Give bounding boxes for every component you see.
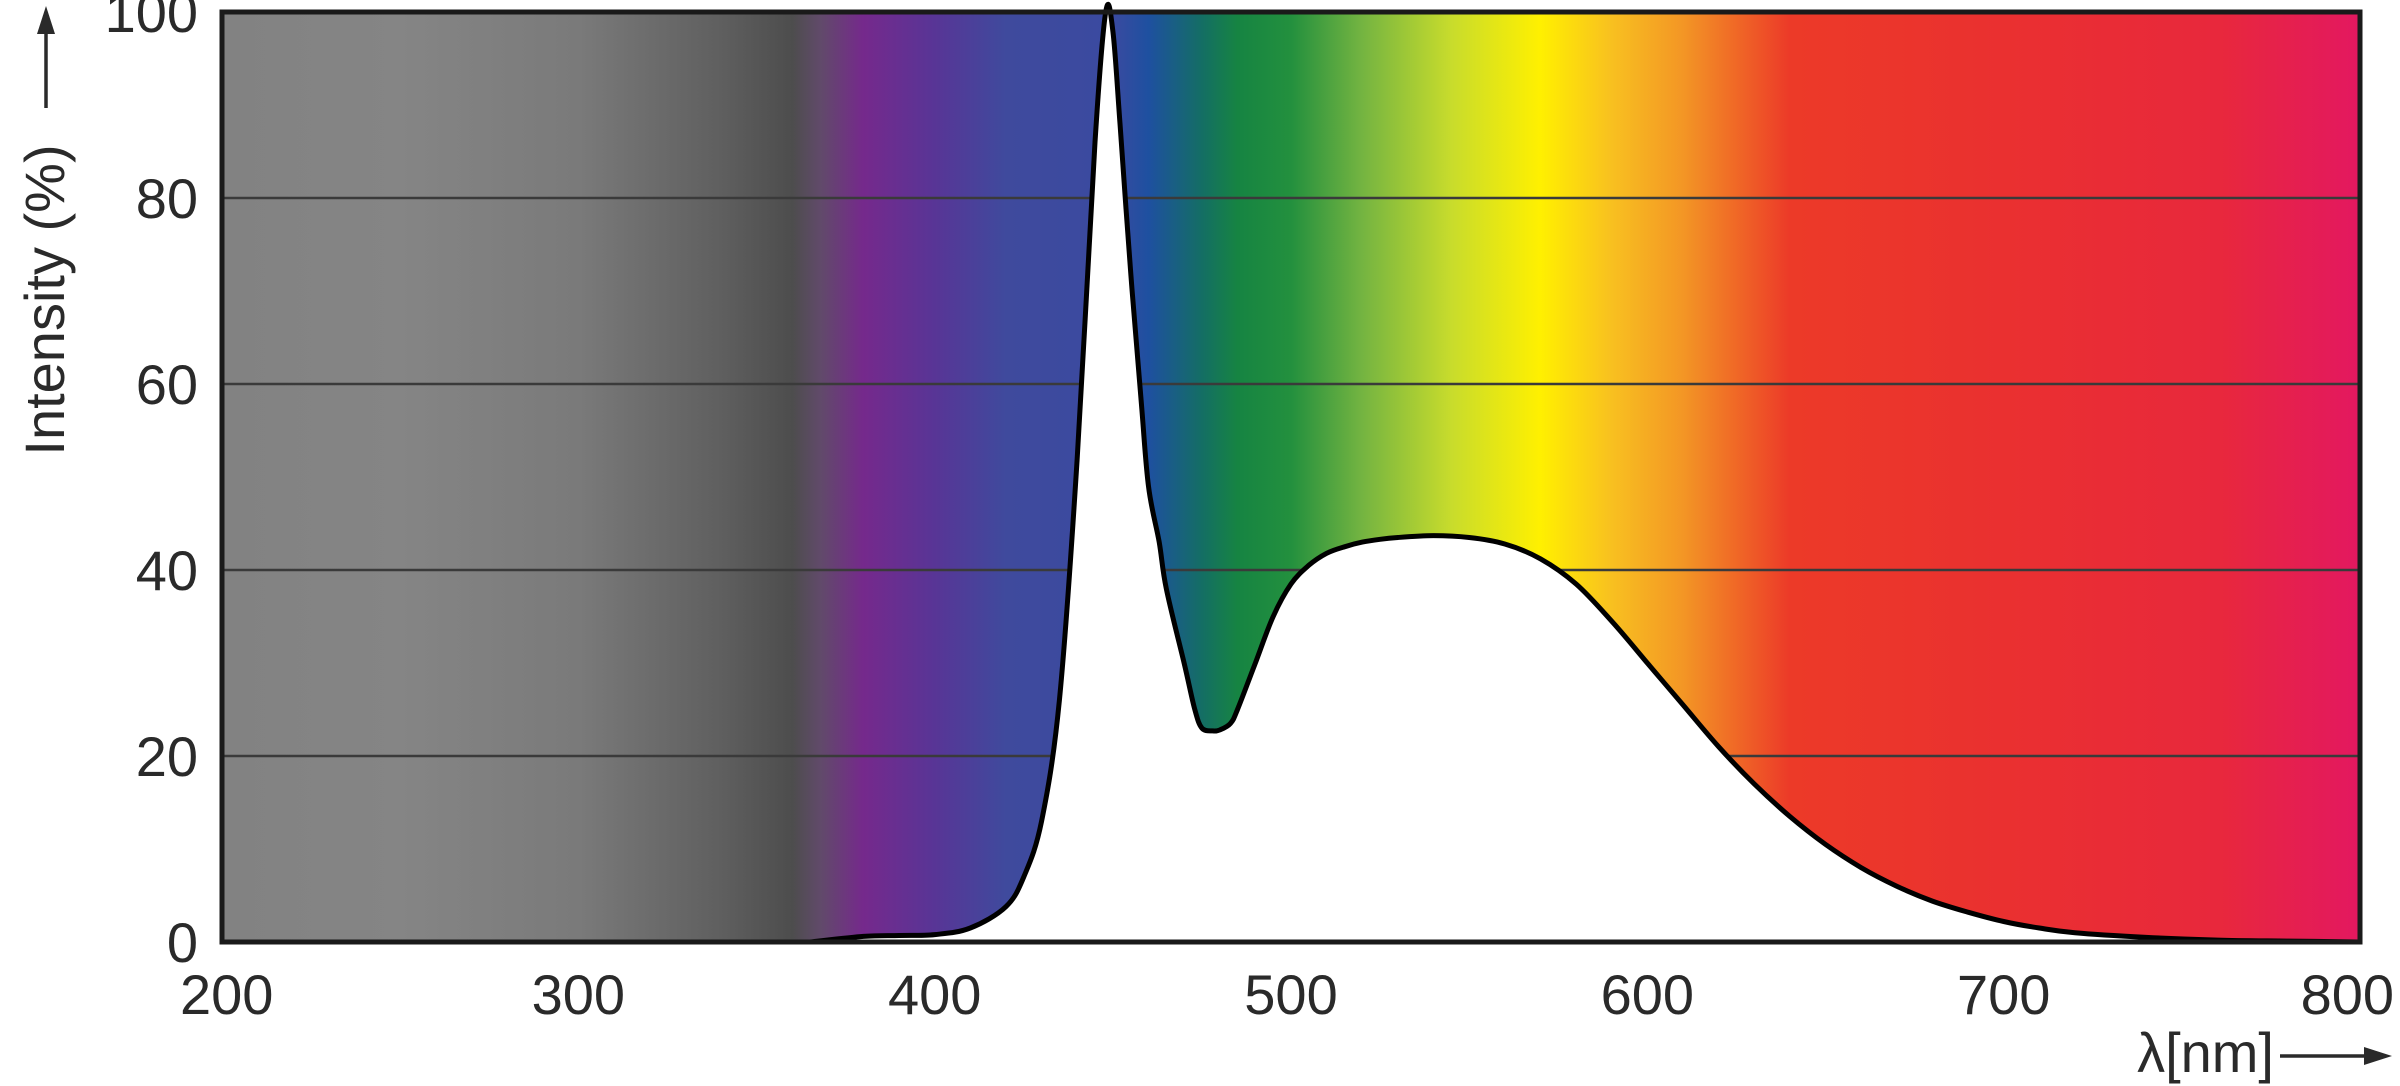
- y-axis-title: Intensity (%): [13, 144, 76, 455]
- y-tick-labels: 0 20 40 60 80 100: [105, 0, 198, 974]
- x-tick-label: 300: [532, 963, 625, 1026]
- y-tick-label: 60: [136, 353, 198, 416]
- x-tick-labels: 200 300 400 500 600 700 800: [180, 963, 2394, 1026]
- y-tick-label: 0: [167, 911, 198, 974]
- y-tick-label: 80: [136, 167, 198, 230]
- y-tick-label: 100: [105, 0, 198, 44]
- x-tick-label: 600: [1601, 963, 1694, 1026]
- x-tick-label: 800: [2301, 963, 2394, 1026]
- plot-frame: [219, 9, 2363, 945]
- intensity-area: [809, 4, 2361, 942]
- x-axis-title: λ[nm]: [2137, 1021, 2274, 1084]
- x-tick-label: 500: [1244, 963, 1337, 1026]
- y-tick-label: 40: [136, 539, 198, 602]
- x-tick-label: 700: [1957, 963, 2050, 1026]
- x-axis-arrow-head: [2364, 1047, 2392, 1065]
- y-axis-arrow-head: [37, 6, 55, 34]
- grid-lines: [222, 196, 2360, 758]
- intensity-curve: [807, 1, 2363, 945]
- x-tick-label: 400: [888, 963, 981, 1026]
- y-tick-label: 20: [136, 725, 198, 788]
- x-tick-label: 200: [180, 963, 273, 1026]
